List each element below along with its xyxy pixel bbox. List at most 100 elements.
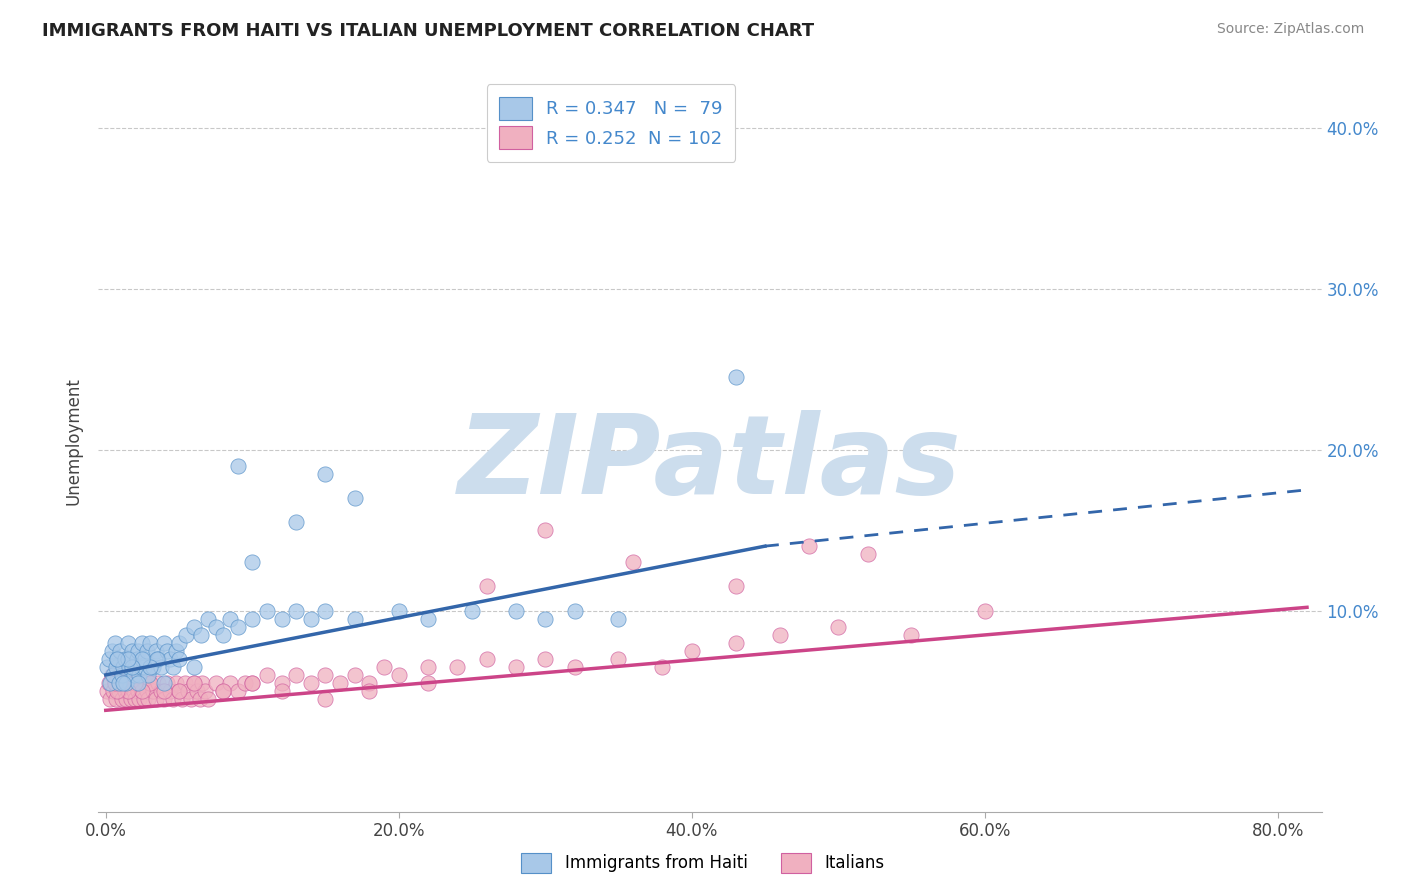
Point: [475, 652, 498, 666]
Point: [651, 660, 673, 674]
Point: [97, 676, 120, 690]
Point: [177, 684, 200, 698]
Point: [416, 611, 439, 625]
Point: [136, 668, 159, 682]
Point: [135, 684, 157, 698]
Point: [153, 676, 176, 690]
Point: [114, 684, 136, 698]
Point: [165, 676, 187, 690]
Point: [122, 684, 145, 698]
Point: [98, 676, 121, 690]
Point: [134, 676, 156, 690]
Point: [107, 684, 129, 698]
Point: [270, 611, 292, 625]
Point: [107, 652, 129, 666]
Point: [100, 668, 122, 682]
Point: [204, 676, 226, 690]
Point: [120, 692, 142, 706]
Point: [145, 644, 167, 658]
Point: [122, 668, 145, 682]
Point: [797, 539, 820, 553]
Point: [212, 628, 235, 642]
Point: [167, 636, 190, 650]
Point: [101, 668, 124, 682]
Point: [416, 676, 439, 690]
Point: [461, 603, 484, 617]
Point: [117, 652, 139, 666]
Point: [124, 692, 146, 706]
Point: [219, 611, 242, 625]
Point: [153, 692, 176, 706]
Point: [534, 652, 557, 666]
Point: [132, 660, 155, 674]
Point: [124, 660, 146, 674]
Point: [138, 660, 160, 674]
Legend: Immigrants from Haiti, Italians: Immigrants from Haiti, Italians: [515, 847, 891, 880]
Point: [534, 611, 557, 625]
Point: [359, 684, 381, 698]
Point: [159, 684, 181, 698]
Point: [191, 676, 214, 690]
Point: [146, 652, 169, 666]
Point: [343, 668, 366, 682]
Point: [131, 684, 153, 698]
Point: [138, 676, 160, 690]
Point: [112, 676, 135, 690]
Point: [314, 692, 336, 706]
Point: [359, 676, 381, 690]
Point: [145, 692, 167, 706]
Point: [108, 684, 131, 698]
Point: [505, 603, 527, 617]
Point: [142, 660, 165, 674]
Point: [256, 603, 278, 617]
Point: [127, 684, 149, 698]
Point: [240, 676, 263, 690]
Point: [96, 684, 118, 698]
Point: [167, 684, 190, 698]
Point: [124, 676, 146, 690]
Point: [226, 684, 249, 698]
Point: [475, 579, 498, 593]
Point: [299, 611, 322, 625]
Point: [129, 676, 152, 690]
Point: [564, 660, 586, 674]
Point: [138, 636, 160, 650]
Point: [110, 676, 132, 690]
Point: [973, 603, 995, 617]
Point: [724, 636, 747, 650]
Y-axis label: Unemployment: Unemployment: [65, 377, 83, 506]
Point: [103, 676, 125, 690]
Point: [343, 611, 366, 625]
Point: [162, 692, 184, 706]
Point: [115, 676, 138, 690]
Point: [118, 660, 141, 674]
Point: [167, 684, 190, 698]
Point: [125, 652, 148, 666]
Point: [256, 668, 278, 682]
Text: ZIPatlas: ZIPatlas: [458, 410, 962, 517]
Point: [107, 668, 129, 682]
Point: [900, 628, 922, 642]
Point: [173, 676, 195, 690]
Point: [131, 652, 153, 666]
Point: [114, 652, 136, 666]
Point: [388, 668, 411, 682]
Point: [112, 660, 135, 674]
Point: [170, 692, 193, 706]
Point: [131, 636, 153, 650]
Point: [159, 652, 181, 666]
Point: [103, 676, 125, 690]
Point: [188, 692, 211, 706]
Text: Source: ZipAtlas.com: Source: ZipAtlas.com: [1216, 22, 1364, 37]
Point: [724, 370, 747, 384]
Point: [621, 555, 644, 569]
Point: [138, 676, 160, 690]
Point: [110, 644, 132, 658]
Point: [373, 660, 395, 674]
Point: [314, 603, 336, 617]
Point: [121, 676, 143, 690]
Point: [314, 467, 336, 481]
Point: [165, 644, 187, 658]
Point: [314, 668, 336, 682]
Point: [176, 628, 198, 642]
